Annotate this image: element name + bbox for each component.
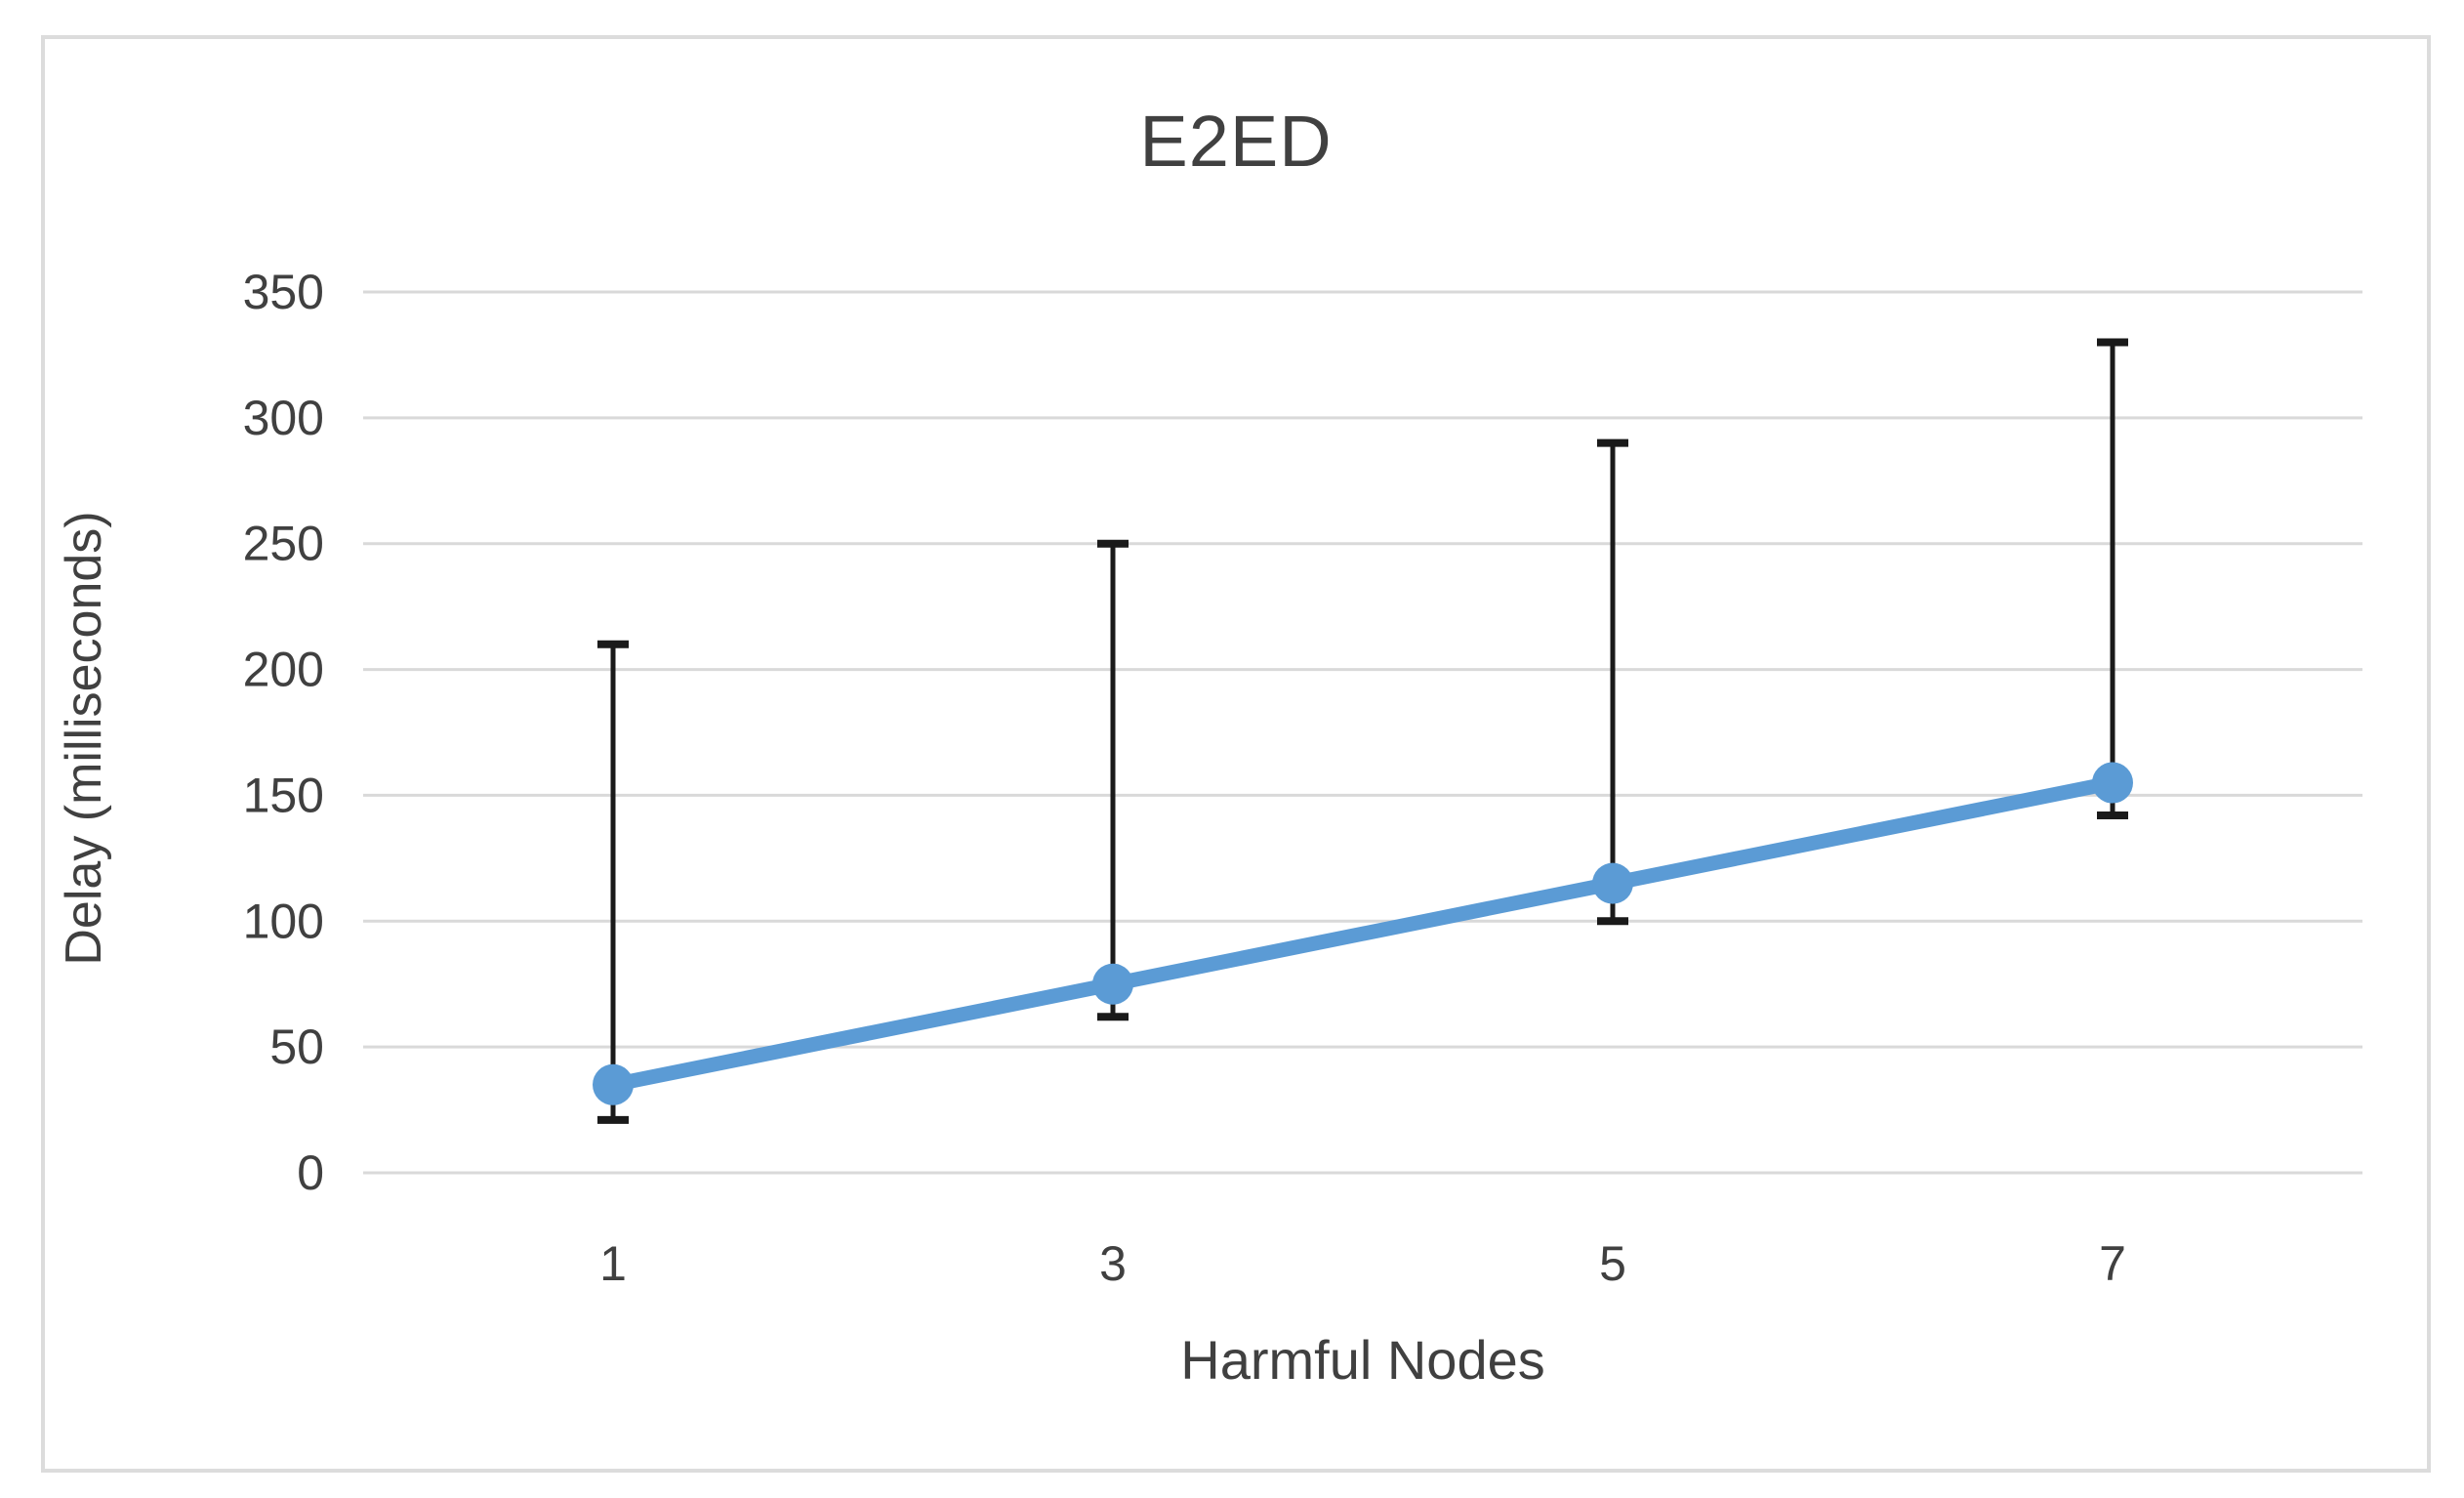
plot-area: 0 50 100 150 200 250 300 350 1 3 5 7 — [243, 265, 2362, 1291]
x-tick-label: 7 — [2099, 1236, 2126, 1291]
y-tick-label: 0 — [297, 1145, 324, 1200]
y-tick-label: 150 — [243, 768, 324, 822]
x-tick-label: 5 — [1599, 1236, 1626, 1291]
data-point-marker — [593, 1063, 634, 1105]
y-tick-label: 300 — [243, 391, 324, 445]
data-point-marker — [1092, 963, 1133, 1005]
x-tick-label: 3 — [1099, 1236, 1127, 1291]
data-point-marker — [1592, 862, 1633, 904]
x-tick-label: 1 — [599, 1236, 627, 1291]
y-tick-label: 100 — [243, 894, 324, 948]
y-tick-label: 250 — [243, 517, 324, 571]
series-line — [605, 775, 2120, 1093]
chart-container: 0 50 100 150 200 250 300 350 1 3 5 7 E2ED Harmful N… — [41, 35, 2431, 1473]
data-point-marker — [2092, 762, 2133, 804]
chart-title: E2ED — [1139, 101, 1333, 182]
y-tick-label: 50 — [269, 1019, 324, 1074]
x-axis-title: Harmful Nodes — [1180, 1329, 1545, 1391]
y-axis-title: Delay (milliseconds) — [56, 511, 112, 966]
y-tick-label: 350 — [243, 265, 324, 319]
y-tick-label: 200 — [243, 643, 324, 697]
